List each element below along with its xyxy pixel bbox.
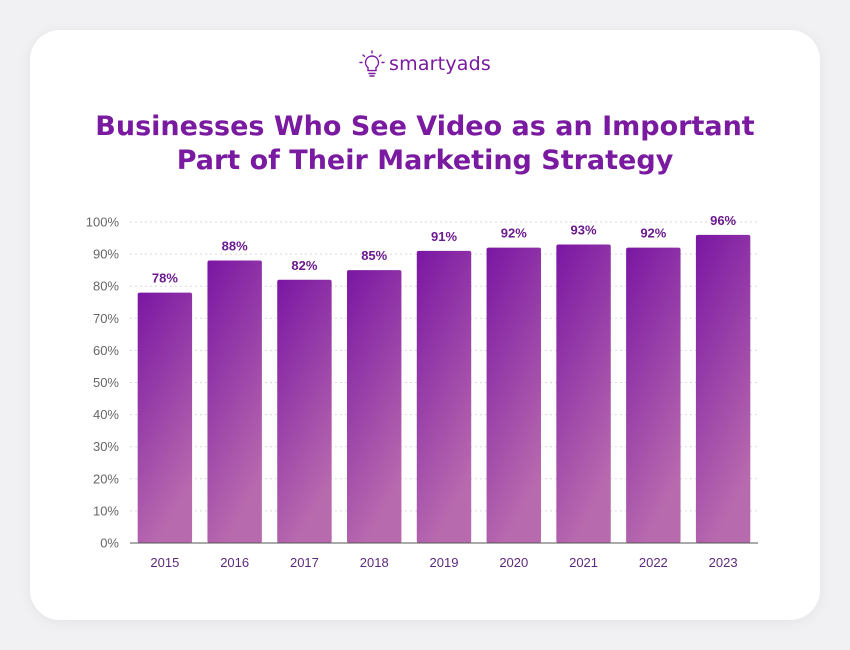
y-tick-label: 20% — [93, 471, 119, 486]
data-label-2015: 78% — [152, 271, 178, 286]
y-tick-label: 90% — [93, 247, 119, 262]
y-tick-label: 10% — [93, 503, 119, 518]
bar-2020 — [486, 247, 541, 543]
y-tick-label: 70% — [93, 311, 119, 326]
bar-2019 — [416, 250, 472, 543]
x-tick-label: 2021 — [569, 555, 598, 570]
y-tick-label: 0% — [100, 536, 119, 551]
bar-2018 — [347, 270, 402, 543]
bar-2023 — [695, 234, 751, 543]
brand-logo: smartyads — [0, 50, 850, 78]
bar-2021 — [556, 244, 611, 543]
x-tick-label: 2023 — [709, 555, 738, 570]
y-axis-ticks: 0% 10% 20% 30% 40% 50% 60% 70% 80% 90% 100% — [86, 215, 120, 551]
x-tick-label: 2019 — [430, 555, 459, 570]
bar-2017 — [277, 279, 332, 543]
chart-title: Businesses Who See Video as an Important… — [95, 111, 755, 176]
y-tick-label: 50% — [93, 375, 119, 390]
data-label-2018: 85% — [361, 248, 387, 263]
data-label-2023: 96% — [710, 213, 736, 228]
bar-2022 — [626, 247, 681, 543]
bar-2016 — [207, 260, 262, 543]
data-label-2022: 92% — [640, 226, 666, 241]
data-label-2019: 91% — [431, 229, 457, 244]
x-tick-label: 2015 — [150, 555, 179, 570]
bars — [137, 234, 751, 543]
lightbulb-icon — [359, 50, 385, 77]
data-label-2021: 93% — [571, 222, 597, 237]
x-axis-ticks: 2015 2016 2017 2018 2019 2020 2021 2022 2023 — [150, 555, 737, 570]
y-tick-label: 100% — [86, 215, 120, 230]
data-label-2020: 92% — [501, 226, 527, 241]
x-tick-label: 2017 — [290, 555, 319, 570]
y-tick-label: 60% — [93, 343, 119, 358]
data-labels: 78% 88% 82% 85% 91% 92% 93% 92% 96% — [152, 213, 737, 286]
x-tick-label: 2022 — [639, 555, 668, 570]
y-tick-label: 80% — [93, 279, 119, 294]
bar-2015 — [137, 292, 193, 543]
x-tick-label: 2018 — [360, 555, 389, 570]
x-tick-label: 2020 — [499, 555, 528, 570]
brand-name: smartyads — [389, 53, 491, 75]
y-tick-label: 30% — [93, 439, 119, 454]
data-label-2017: 82% — [291, 258, 317, 273]
x-tick-label: 2016 — [220, 555, 249, 570]
y-tick-label: 40% — [93, 407, 119, 422]
data-label-2016: 88% — [222, 239, 248, 254]
